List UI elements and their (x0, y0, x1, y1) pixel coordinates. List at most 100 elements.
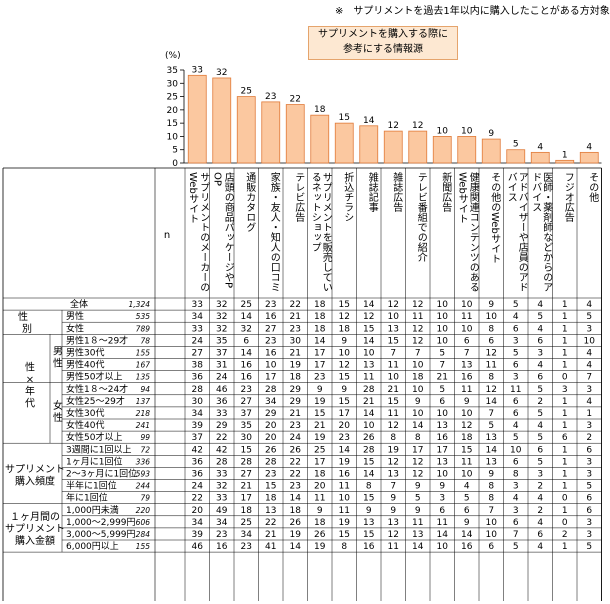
cell-value: 23 (290, 324, 301, 334)
cell-value: 18 (412, 373, 424, 383)
group-label: 購入金額 (15, 534, 55, 547)
cell-value: 9 (415, 482, 421, 492)
cell-value: 7 (586, 373, 592, 383)
cell-value: 10 (461, 470, 473, 480)
cell-value: 18 (265, 494, 277, 504)
cell-value: 14 (363, 409, 375, 419)
category-label: 健康関連コンテンツのある (467, 172, 479, 292)
cell-value: 4 (537, 494, 543, 504)
bar-value-label: 33 (192, 65, 203, 75)
cell-value: 5 (537, 457, 543, 467)
cell-value: 32 (216, 300, 227, 310)
cell-value: 27 (265, 324, 276, 334)
cell-value: 12 (412, 457, 423, 467)
cell-value: 14 (314, 336, 326, 346)
cell-value: 33 (216, 409, 227, 419)
cell-value: 8 (415, 433, 421, 443)
cell-value: 32 (241, 324, 252, 334)
cell-value: 3 (586, 421, 592, 431)
cell-value: 6 (586, 506, 592, 516)
cell-value: 22 (290, 457, 301, 467)
cell-value: 35 (216, 336, 227, 346)
cell-value: 2 (586, 433, 592, 443)
cell-value: 21 (241, 482, 252, 492)
y-tick-label: 5 (172, 146, 178, 156)
cell-value: 34 (192, 518, 204, 528)
cell-value: 1 (562, 324, 568, 334)
cell-value: 42 (216, 445, 227, 455)
cell-value: 14 (412, 421, 424, 431)
cell-value: 33 (192, 300, 203, 310)
bar-value-label: 15 (339, 113, 350, 123)
cell-value: 16 (241, 361, 253, 371)
bar (187, 74, 207, 164)
category-label: テレビ番組での紹介 (415, 172, 427, 262)
row-label: 男性50才以上 (66, 371, 122, 383)
cell-value: 14 (486, 397, 498, 407)
cell-value: 6 (513, 361, 519, 371)
cell-value: 9 (415, 506, 421, 516)
group-label: 代 (25, 397, 35, 409)
cell-value: 9 (317, 385, 323, 395)
cell-value: 15 (241, 445, 252, 455)
cell-value: 9 (439, 482, 445, 492)
cell-value: 18 (290, 506, 302, 516)
cell-value: 5 (464, 494, 470, 504)
cell-value: 39 (192, 530, 204, 540)
cell-value: 33 (192, 324, 203, 334)
group-label: １ヶ月間の (10, 511, 60, 523)
cell-value: 11 (461, 457, 472, 467)
cell-value: 5 (586, 312, 592, 322)
cell-value: 2 (562, 530, 568, 540)
cell-value: 29 (216, 421, 228, 431)
cell-value: 28 (265, 457, 277, 467)
cell-value: 15 (339, 530, 350, 540)
cell-value: 17 (314, 361, 325, 371)
bar (457, 136, 477, 164)
cell-value: 15 (339, 300, 350, 310)
row-n: 244 (136, 482, 151, 491)
bar (432, 136, 452, 164)
cell-value: 4 (513, 312, 519, 322)
category-label: るネットショップ (309, 172, 321, 252)
cell-value: 6 (439, 397, 445, 407)
cell-value: 17 (412, 445, 423, 455)
cell-value: 4 (586, 361, 592, 371)
group-label: × (26, 374, 34, 385)
cell-value: 30 (192, 397, 204, 407)
bar (236, 96, 256, 164)
cell-value: 6 (513, 397, 519, 407)
cell-value: 5 (415, 494, 421, 504)
cell-value: 9 (341, 336, 347, 346)
cell-value: 12 (388, 300, 399, 310)
cell-value: 30 (290, 336, 302, 346)
cell-value: 11 (510, 385, 521, 395)
cell-value: 9 (317, 506, 323, 516)
cell-value: 8 (366, 482, 372, 492)
cell-value: 9 (415, 397, 421, 407)
row-n: 1,324 (129, 300, 151, 309)
cell-value: 5 (513, 433, 519, 443)
bar (212, 77, 232, 164)
cell-value: 10 (486, 518, 498, 528)
cell-value: 4 (464, 482, 470, 492)
cell-value: 13 (461, 361, 472, 371)
row-label: 女性25～29才 (66, 395, 125, 407)
y-unit-label: (%) (165, 51, 181, 61)
cell-value: 3 (586, 530, 592, 540)
cell-value: 10 (437, 409, 449, 419)
cell-value: 38 (192, 361, 204, 371)
bar-value-label: 12 (412, 121, 423, 131)
cell-value: 10 (363, 349, 375, 359)
cell-value: 28 (265, 385, 277, 395)
cell-value: 23 (216, 530, 227, 540)
cell-value: 5 (537, 385, 543, 395)
cell-value: 49 (216, 506, 228, 516)
cell-value: 8 (488, 324, 494, 334)
cell-value: 42 (192, 445, 203, 455)
subgroup-label: 女 (53, 399, 63, 412)
bar-value-label: 5 (513, 140, 519, 150)
bar (506, 149, 526, 164)
bar-value-label: 22 (290, 95, 301, 105)
row-n: 220 (136, 506, 151, 515)
